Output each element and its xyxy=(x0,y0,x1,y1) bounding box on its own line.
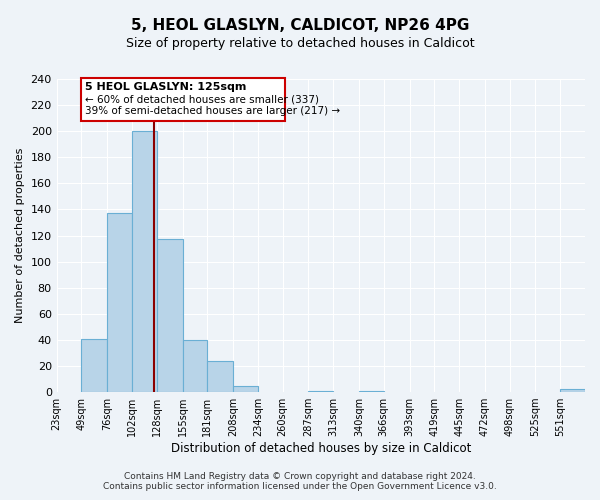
Bar xyxy=(182,340,208,392)
Bar xyxy=(82,338,107,392)
FancyBboxPatch shape xyxy=(82,78,284,120)
Bar xyxy=(359,391,384,392)
Bar xyxy=(107,214,132,392)
Text: Contains public sector information licensed under the Open Government Licence v3: Contains public sector information licen… xyxy=(103,482,497,491)
Text: ← 60% of detached houses are smaller (337): ← 60% of detached houses are smaller (33… xyxy=(85,94,319,104)
Text: 5 HEOL GLASLYN: 125sqm: 5 HEOL GLASLYN: 125sqm xyxy=(85,82,247,92)
Text: 5, HEOL GLASLYN, CALDICOT, NP26 4PG: 5, HEOL GLASLYN, CALDICOT, NP26 4PG xyxy=(131,18,469,32)
Bar xyxy=(308,391,333,392)
Bar xyxy=(157,240,182,392)
Text: Size of property relative to detached houses in Caldicot: Size of property relative to detached ho… xyxy=(125,38,475,51)
Bar xyxy=(132,131,157,392)
Text: Contains HM Land Registry data © Crown copyright and database right 2024.: Contains HM Land Registry data © Crown c… xyxy=(124,472,476,481)
Bar xyxy=(233,386,258,392)
X-axis label: Distribution of detached houses by size in Caldicot: Distribution of detached houses by size … xyxy=(170,442,471,455)
Y-axis label: Number of detached properties: Number of detached properties xyxy=(15,148,25,323)
Bar xyxy=(560,390,585,392)
Text: 39% of semi-detached houses are larger (217) →: 39% of semi-detached houses are larger (… xyxy=(85,106,340,117)
Bar xyxy=(208,361,233,392)
